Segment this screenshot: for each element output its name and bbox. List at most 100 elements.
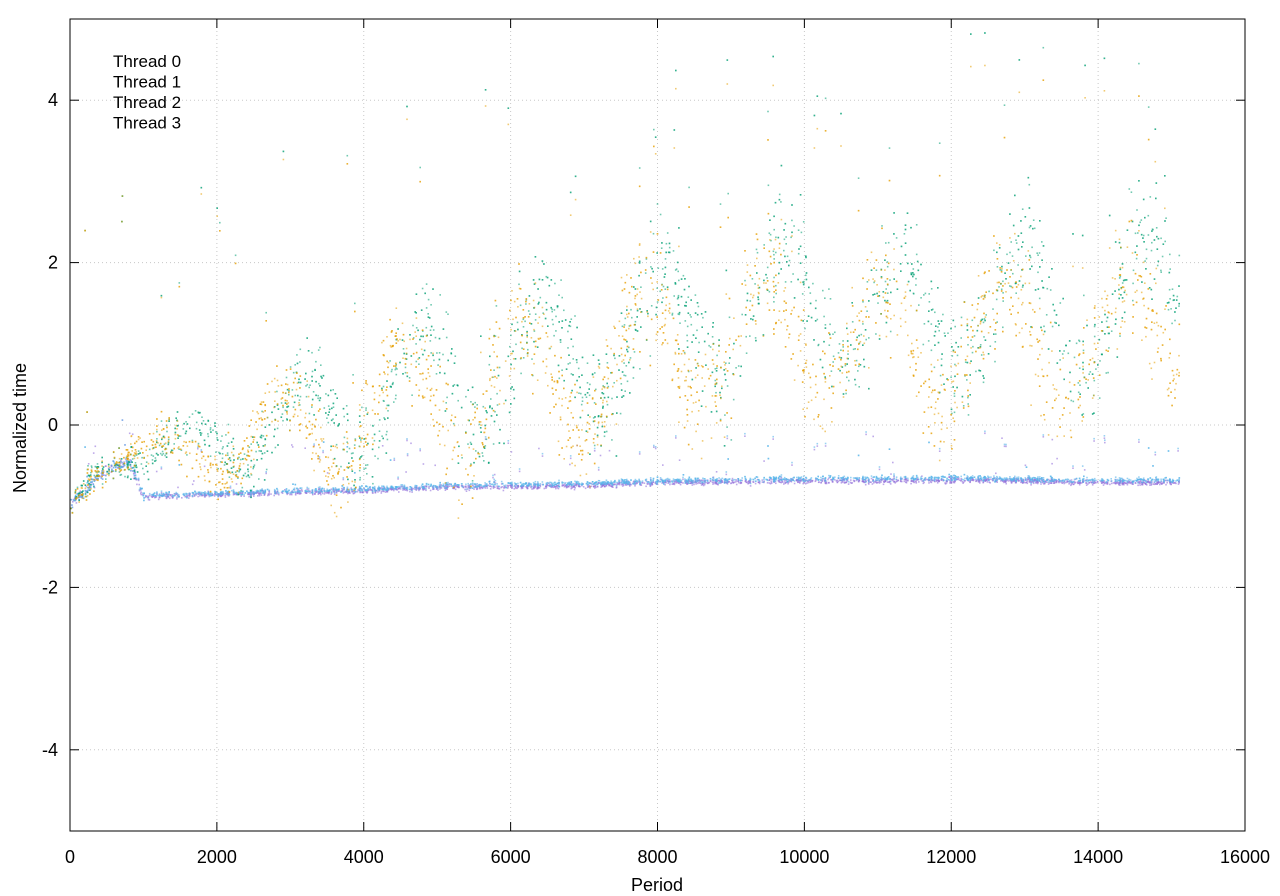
data-point [805,479,807,481]
data-point [1078,483,1081,486]
data-point [828,474,830,477]
data-point [311,489,314,491]
data-point [915,476,918,478]
data-point [319,491,322,494]
data-point [1102,479,1105,482]
data-point [530,486,532,489]
data-point [1080,482,1083,484]
data-point [720,480,722,482]
data-point [885,478,888,481]
data-point [1051,476,1053,479]
data-point [1176,479,1179,481]
data-point [304,490,306,492]
data-point [419,449,421,452]
data-point [1134,482,1137,484]
data-point [1028,475,1031,477]
data-point [1069,481,1071,484]
data-point [520,487,523,490]
data-point [977,476,979,478]
data-point [92,452,95,454]
data-point [124,458,127,460]
data-point [101,470,103,472]
data-point [895,478,897,481]
data-point [1005,482,1007,485]
data-point [994,477,996,479]
data-point [1150,484,1153,486]
data-point [368,489,371,491]
data-point [1101,480,1103,482]
data-point [618,482,620,485]
data-point [454,488,457,491]
data-point [836,479,838,482]
data-point [608,449,611,452]
data-point [652,479,654,482]
data-point [680,481,683,484]
data-point [1150,481,1153,484]
data-point [934,476,936,479]
data-point [1036,477,1039,480]
data-point [649,477,652,479]
data-point [831,481,834,483]
data-point [336,490,339,492]
data-point [625,481,628,484]
data-point [323,491,326,493]
data-point [1134,479,1137,482]
data-point [1110,482,1113,485]
data-point [488,480,491,483]
data-point [243,495,245,497]
data-point [193,495,196,497]
data-point [1021,482,1024,484]
data-point [797,477,800,480]
data-point [194,490,196,493]
data-point [935,476,937,479]
data-point [1128,479,1130,482]
data-point [587,483,589,486]
data-point [1145,479,1147,482]
data-point [299,491,302,493]
data-point [763,478,765,481]
data-point [1126,483,1129,486]
data-point [678,459,681,461]
data-point [880,476,883,479]
data-point [824,445,827,447]
data-point [187,494,190,497]
data-point [1171,481,1173,483]
data-point [289,493,291,496]
data-point [402,489,404,491]
data-point [1028,476,1031,479]
data-point [215,493,217,496]
data-point [233,491,236,493]
data-point [695,483,697,485]
data-point [960,479,963,481]
data-point [158,493,161,496]
data-point [958,479,961,481]
data-point [84,446,86,448]
data-point [816,445,819,447]
data-point [346,488,348,491]
data-point [1120,480,1122,482]
data-point [1047,483,1050,485]
data-point [1025,481,1028,483]
data-point [950,475,952,477]
data-point [612,484,614,486]
data-point [937,476,939,479]
data-point [672,478,675,480]
data-point [979,479,982,482]
data-point [89,486,91,489]
data-point [1000,478,1003,481]
data-point [669,482,671,484]
data-point [555,486,557,488]
data-point [415,487,418,490]
data-point [983,479,986,481]
data-point [481,485,484,487]
data-point [596,486,599,488]
data-point [988,476,990,479]
data-point [354,472,356,474]
data-point [121,419,124,421]
data-point [790,480,793,483]
data-point [739,480,742,482]
data-point [265,471,267,473]
data-point [478,486,481,489]
data-point [173,494,175,497]
data-point [873,476,875,478]
